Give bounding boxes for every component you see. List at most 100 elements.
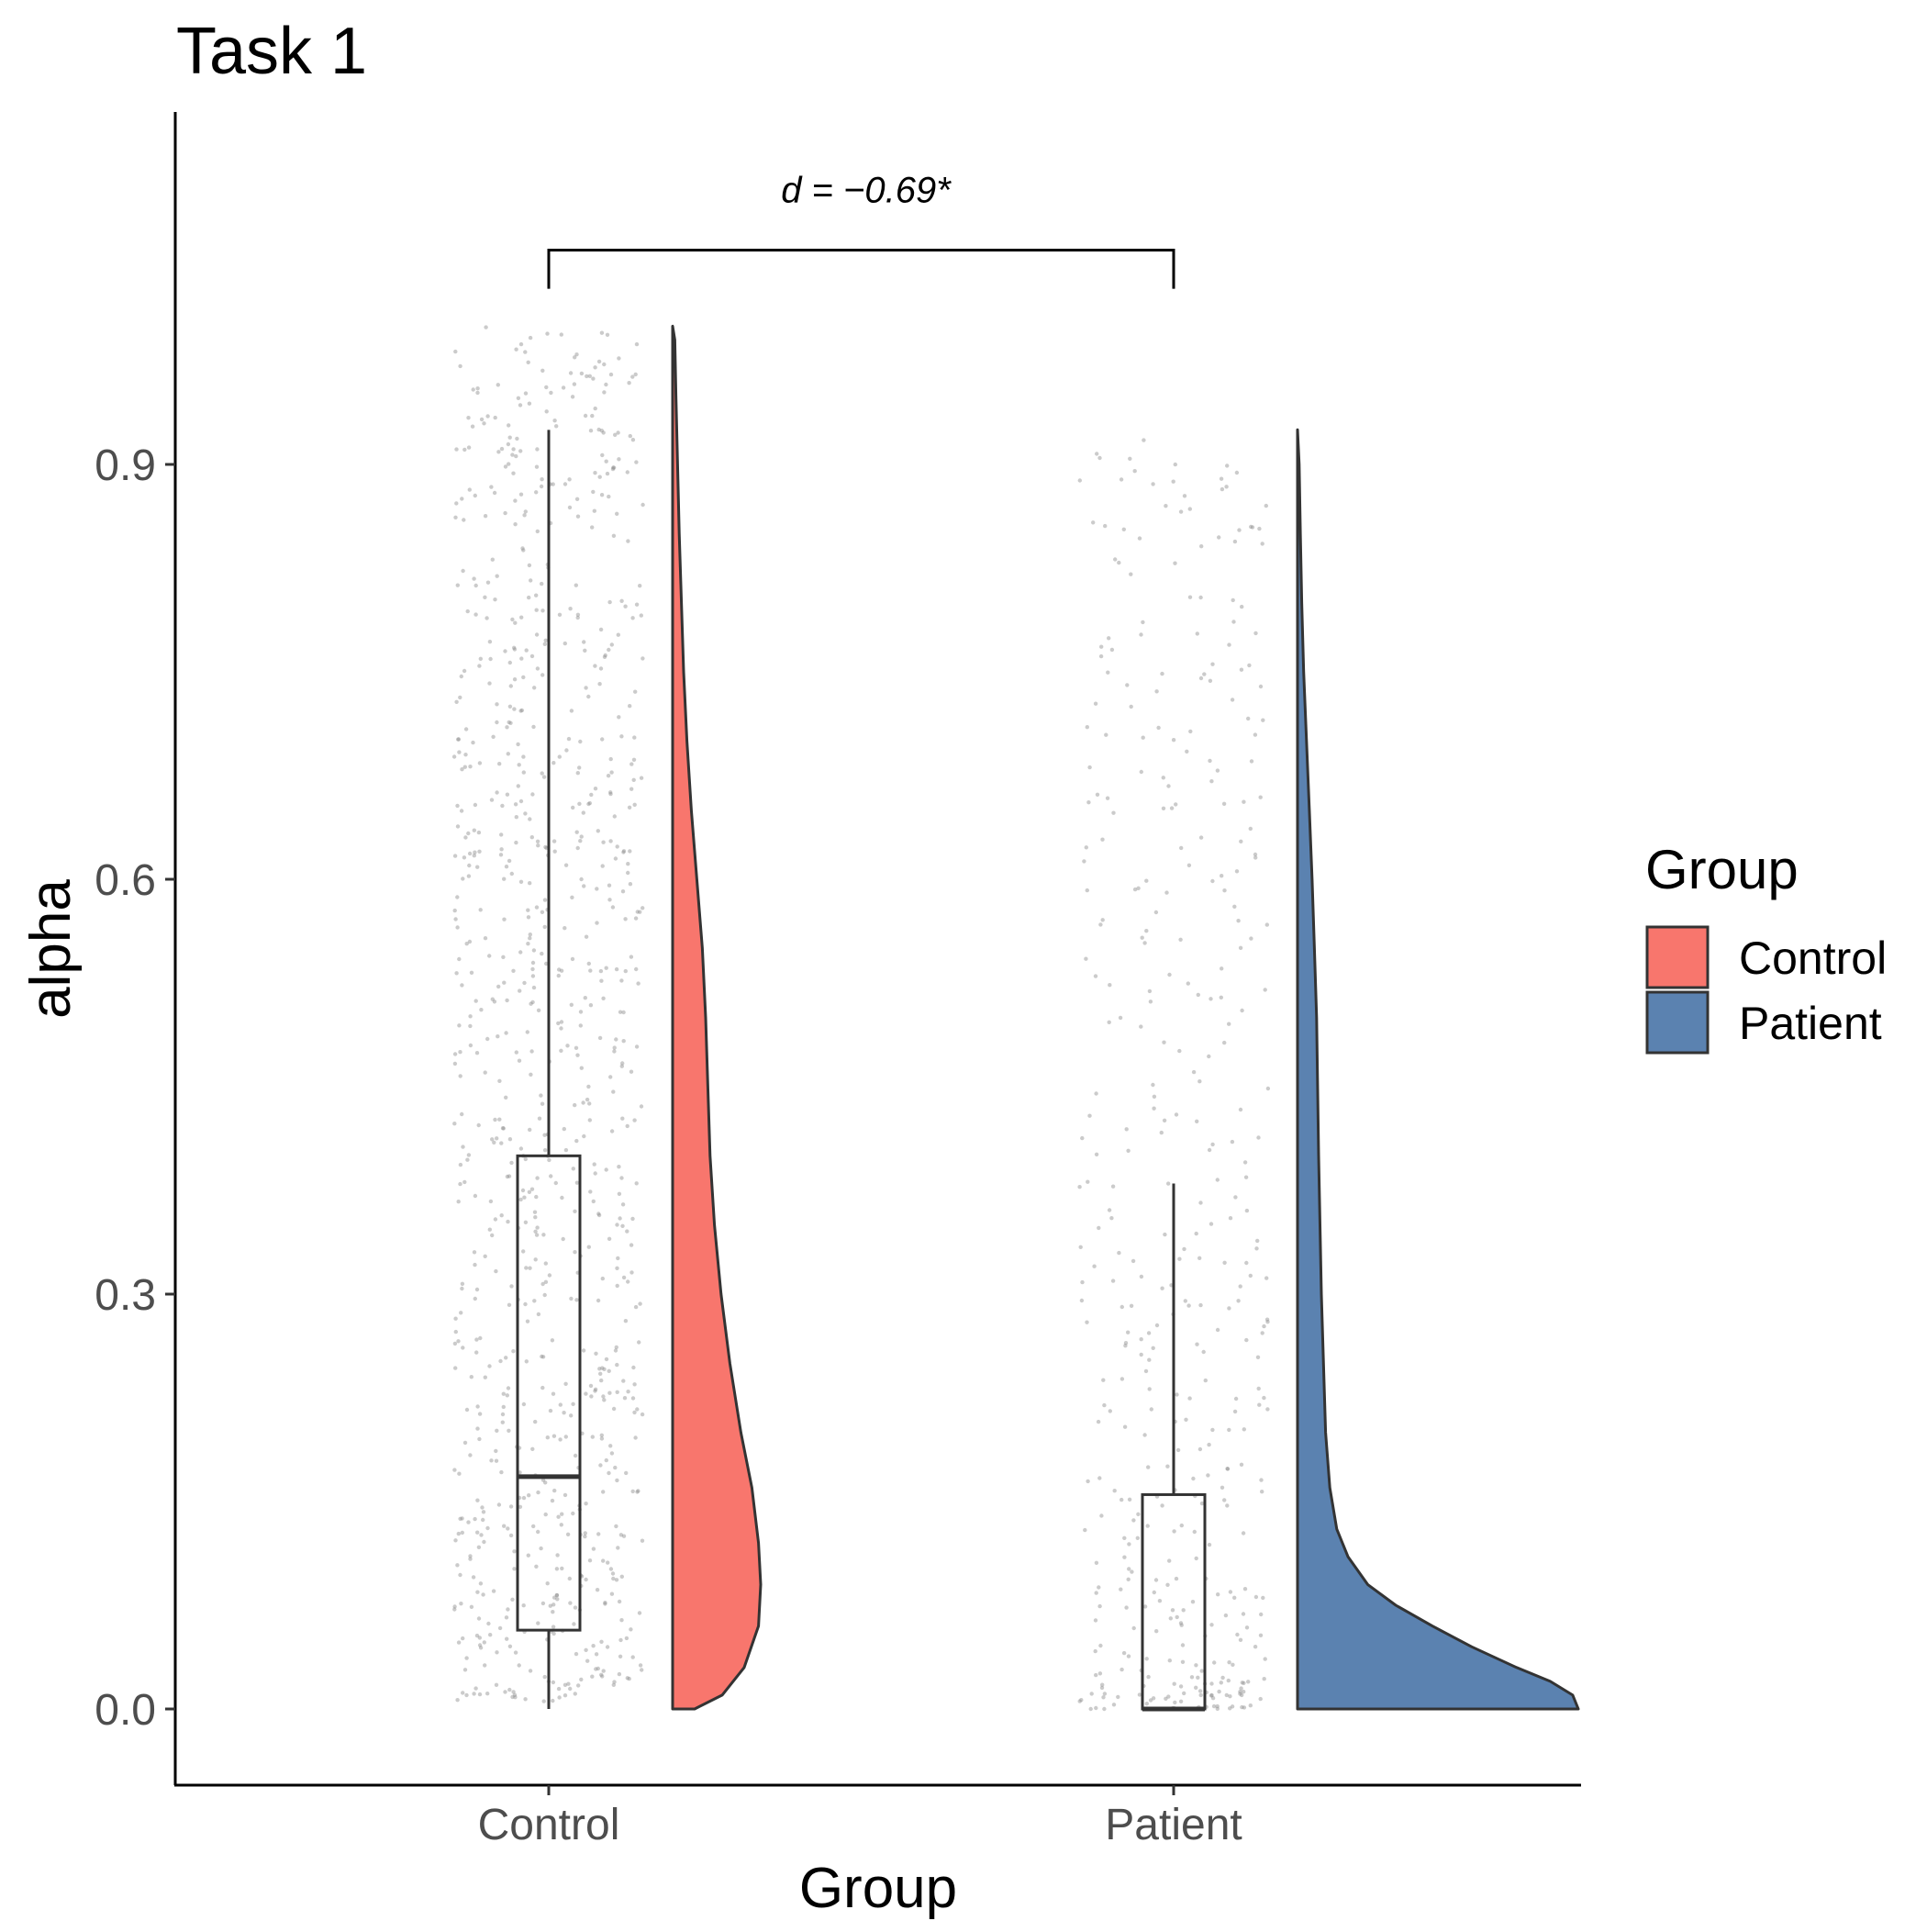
data-point (483, 936, 488, 941)
data-point (535, 447, 540, 452)
data-point (523, 811, 528, 816)
data-point (512, 645, 517, 650)
data-point (1079, 1698, 1084, 1703)
data-point (575, 514, 581, 519)
data-point (1172, 1529, 1176, 1534)
data-point (554, 1593, 560, 1598)
jitter-points-layer (451, 325, 1271, 1712)
data-point (1167, 972, 1172, 977)
data-point (574, 583, 578, 587)
data-point (1225, 463, 1230, 468)
data-point (611, 533, 617, 538)
data-point (506, 1607, 510, 1612)
data-point (540, 1385, 545, 1390)
data-point (1240, 604, 1244, 609)
data-point (630, 1216, 635, 1222)
data-point (473, 1262, 477, 1268)
data-point (1239, 1686, 1243, 1691)
data-point (1207, 1147, 1212, 1153)
data-point (1157, 1599, 1163, 1603)
data-point (614, 1345, 618, 1350)
data-point (1086, 800, 1091, 805)
data-point (1100, 1682, 1105, 1687)
data-point (562, 1411, 566, 1415)
data-point (615, 1478, 619, 1483)
data-point (613, 856, 618, 861)
significance-annotation: d = −0.69* (547, 170, 1175, 289)
data-point (487, 681, 492, 686)
data-point (1246, 716, 1251, 721)
data-point (610, 905, 616, 910)
data-point (617, 1165, 621, 1169)
data-point (630, 1396, 636, 1401)
data-point (1219, 476, 1224, 481)
data-point (561, 385, 566, 390)
data-point (608, 372, 614, 377)
data-point (633, 372, 638, 377)
data-point (1242, 1427, 1247, 1432)
data-point (529, 1187, 535, 1191)
data-point (472, 828, 476, 832)
data-point (595, 887, 599, 891)
data-point (536, 1529, 540, 1535)
data-point (1255, 1238, 1260, 1244)
data-point (621, 1039, 626, 1044)
data-point (585, 1658, 590, 1663)
data-point (593, 406, 597, 411)
data-point (471, 387, 475, 392)
data-point (1236, 919, 1241, 923)
data-point (600, 1366, 605, 1370)
data-point (1262, 1395, 1266, 1401)
data-point (633, 1304, 639, 1310)
data-point (1127, 1497, 1132, 1502)
data-point (1078, 1245, 1083, 1250)
data-point (532, 1299, 537, 1303)
data-point (570, 895, 574, 899)
data-point (540, 609, 545, 613)
data-point (630, 438, 636, 442)
data-point (456, 1200, 461, 1204)
data-point (1248, 1703, 1253, 1708)
data-point (499, 1213, 504, 1218)
data-point (1163, 1232, 1167, 1237)
data-point (590, 413, 595, 419)
data-point (467, 851, 473, 856)
data-point (454, 447, 459, 452)
data-point (604, 1357, 609, 1362)
data-point (529, 578, 533, 583)
data-point (560, 1566, 564, 1571)
data-point (584, 1647, 588, 1653)
data-point (540, 771, 544, 776)
data-point (609, 1451, 615, 1456)
data-point (632, 1382, 637, 1387)
data-point (591, 1547, 596, 1551)
data-point (1227, 1427, 1231, 1433)
data-point (505, 1393, 509, 1398)
data-point (452, 1061, 458, 1067)
data-point (595, 1588, 600, 1592)
data-point (1102, 1706, 1107, 1712)
data-point (523, 509, 528, 514)
legend-key-control (1645, 925, 1710, 989)
data-point (519, 656, 524, 661)
data-point (542, 924, 547, 930)
data-point (562, 1126, 566, 1132)
data-point (1210, 1427, 1215, 1433)
data-point (574, 497, 580, 501)
data-point (563, 1147, 569, 1153)
data-point (517, 1663, 521, 1668)
data-point (607, 1368, 611, 1374)
data-point (476, 830, 482, 835)
data-point (1093, 701, 1098, 706)
data-point (624, 1470, 629, 1476)
data-point (583, 1531, 587, 1536)
data-point (609, 1129, 615, 1134)
data-point (633, 916, 639, 921)
data-point (1125, 683, 1130, 687)
data-point (528, 1266, 532, 1270)
data-point (551, 1391, 556, 1396)
data-point (569, 709, 574, 713)
data-point (1220, 966, 1224, 971)
data-point (591, 376, 596, 381)
